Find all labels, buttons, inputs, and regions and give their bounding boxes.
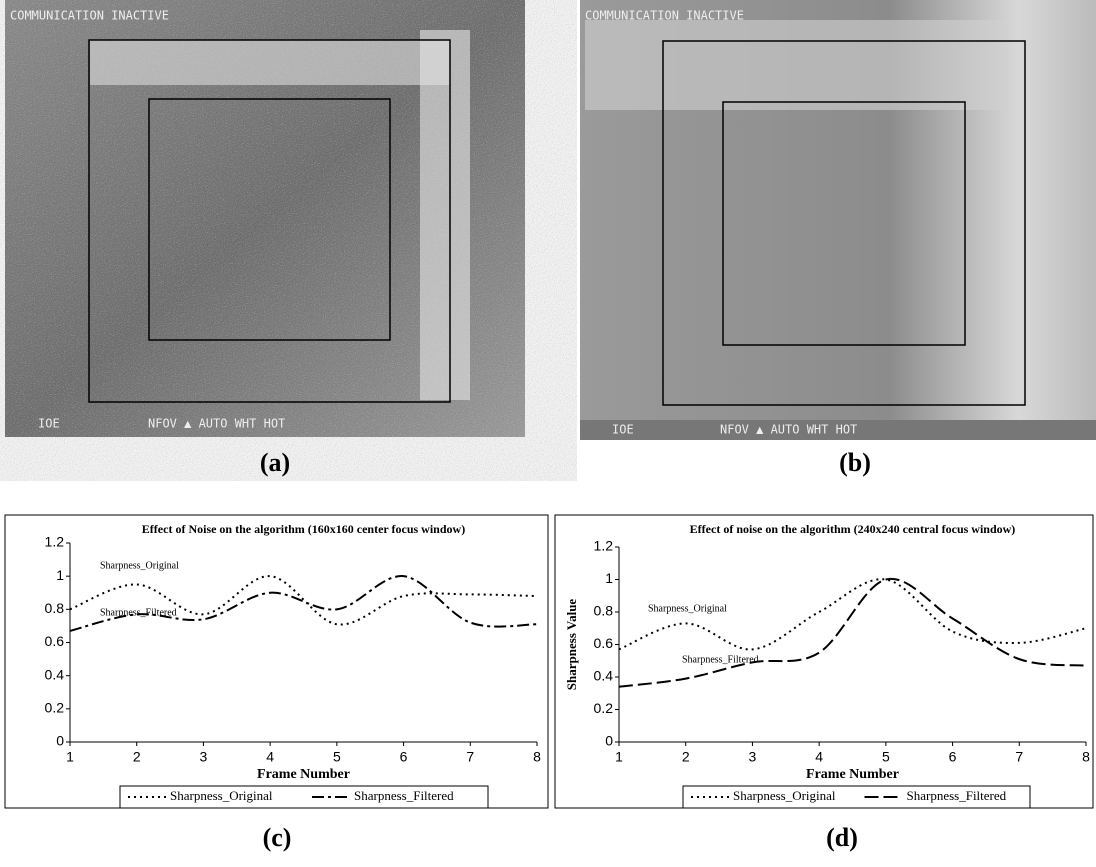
- y-tick-label: 0.8: [45, 600, 65, 616]
- x-tick-label: 1: [615, 749, 623, 765]
- x-axis-label: Frame Number: [257, 767, 350, 782]
- legend-label: Sharpness_Original: [170, 788, 273, 803]
- y-tick-label: 1: [56, 567, 64, 583]
- y-tick-label: 1: [605, 570, 613, 586]
- panel-label: (c): [263, 823, 292, 852]
- y-tick-label: 0.2: [45, 700, 65, 716]
- chart-title: Effect of noise on the algorithm (240x24…: [690, 522, 1016, 536]
- x-tick-label: 5: [882, 749, 890, 765]
- x-tick-label: 4: [266, 749, 274, 765]
- x-tick-label: 5: [333, 749, 341, 765]
- x-tick-label: 1: [66, 749, 74, 765]
- x-axis-label: Frame Number: [806, 767, 899, 782]
- legend: [682, 785, 1031, 809]
- x-tick-label: 4: [815, 749, 823, 765]
- x-tick-label: 6: [400, 749, 408, 765]
- panel-label: (d): [826, 823, 858, 852]
- y-tick-label: 1.2: [594, 538, 614, 554]
- x-tick-label: 7: [1015, 749, 1023, 765]
- y-tick-label: 0.4: [594, 668, 614, 684]
- line-series: [618, 578, 1087, 651]
- overlay-text: NFOV ▲ AUTO WHT HOT: [720, 423, 857, 437]
- annotation: Sharpness_Original: [100, 560, 179, 571]
- line-series: [69, 575, 538, 626]
- line-series: [69, 575, 538, 632]
- x-tick-label: 7: [466, 749, 474, 765]
- y-tick-label: 0.2: [594, 700, 614, 716]
- x-tick-label: 8: [533, 749, 541, 765]
- annotation: Sharpness_Original: [648, 603, 727, 614]
- y-tick-label: 0.8: [594, 603, 614, 619]
- y-tick-label: 0.6: [594, 635, 614, 651]
- y-tick-label: 1.2: [45, 534, 65, 550]
- legend-label: Sharpness_Filtered: [354, 788, 454, 803]
- image-b: COMMUNICATION INACTIVE IOE NFOV ▲ AUTO W…: [580, 0, 1096, 440]
- legend-label: Sharpness_Filtered: [907, 788, 1007, 803]
- annotation: Sharpness_Filtered: [100, 607, 177, 618]
- chart-title: Effect of Noise on the algorithm (160x16…: [142, 522, 465, 536]
- y-tick-label: 0.6: [45, 633, 65, 649]
- y-tick-label: 0.4: [45, 666, 65, 682]
- y-axis-label: Sharpness Value: [564, 599, 579, 691]
- image-a: COMMUNICATION INACTIVE IOE NFOV ▲ AUTO W…: [5, 0, 525, 437]
- x-tick-label: 2: [682, 749, 690, 765]
- x-tick-label: 2: [133, 749, 141, 765]
- overlay-text: COMMUNICATION INACTIVE: [10, 9, 169, 23]
- x-tick-label: 6: [949, 749, 957, 765]
- legend: [119, 785, 489, 809]
- panel-label: (b): [839, 448, 871, 477]
- overlay-text: COMMUNICATION INACTIVE: [585, 9, 744, 23]
- overlay-text: IOE: [612, 423, 634, 437]
- x-tick-label: 8: [1082, 749, 1090, 765]
- annotation: Sharpness_Filtered: [682, 654, 759, 665]
- x-tick-label: 3: [749, 749, 757, 765]
- overlay-text: IOE: [38, 417, 60, 431]
- line-series: [618, 577, 1087, 688]
- chart-frame: [554, 514, 1094, 809]
- y-tick-label: 0: [56, 733, 64, 749]
- panel-label: (a): [260, 448, 290, 477]
- legend-label: Sharpness_Original: [733, 788, 836, 803]
- chart-frame: [4, 514, 549, 809]
- y-tick-label: 0: [605, 733, 613, 749]
- overlay-text: NFOV ▲ AUTO WHT HOT: [148, 417, 285, 431]
- x-tick-label: 3: [200, 749, 208, 765]
